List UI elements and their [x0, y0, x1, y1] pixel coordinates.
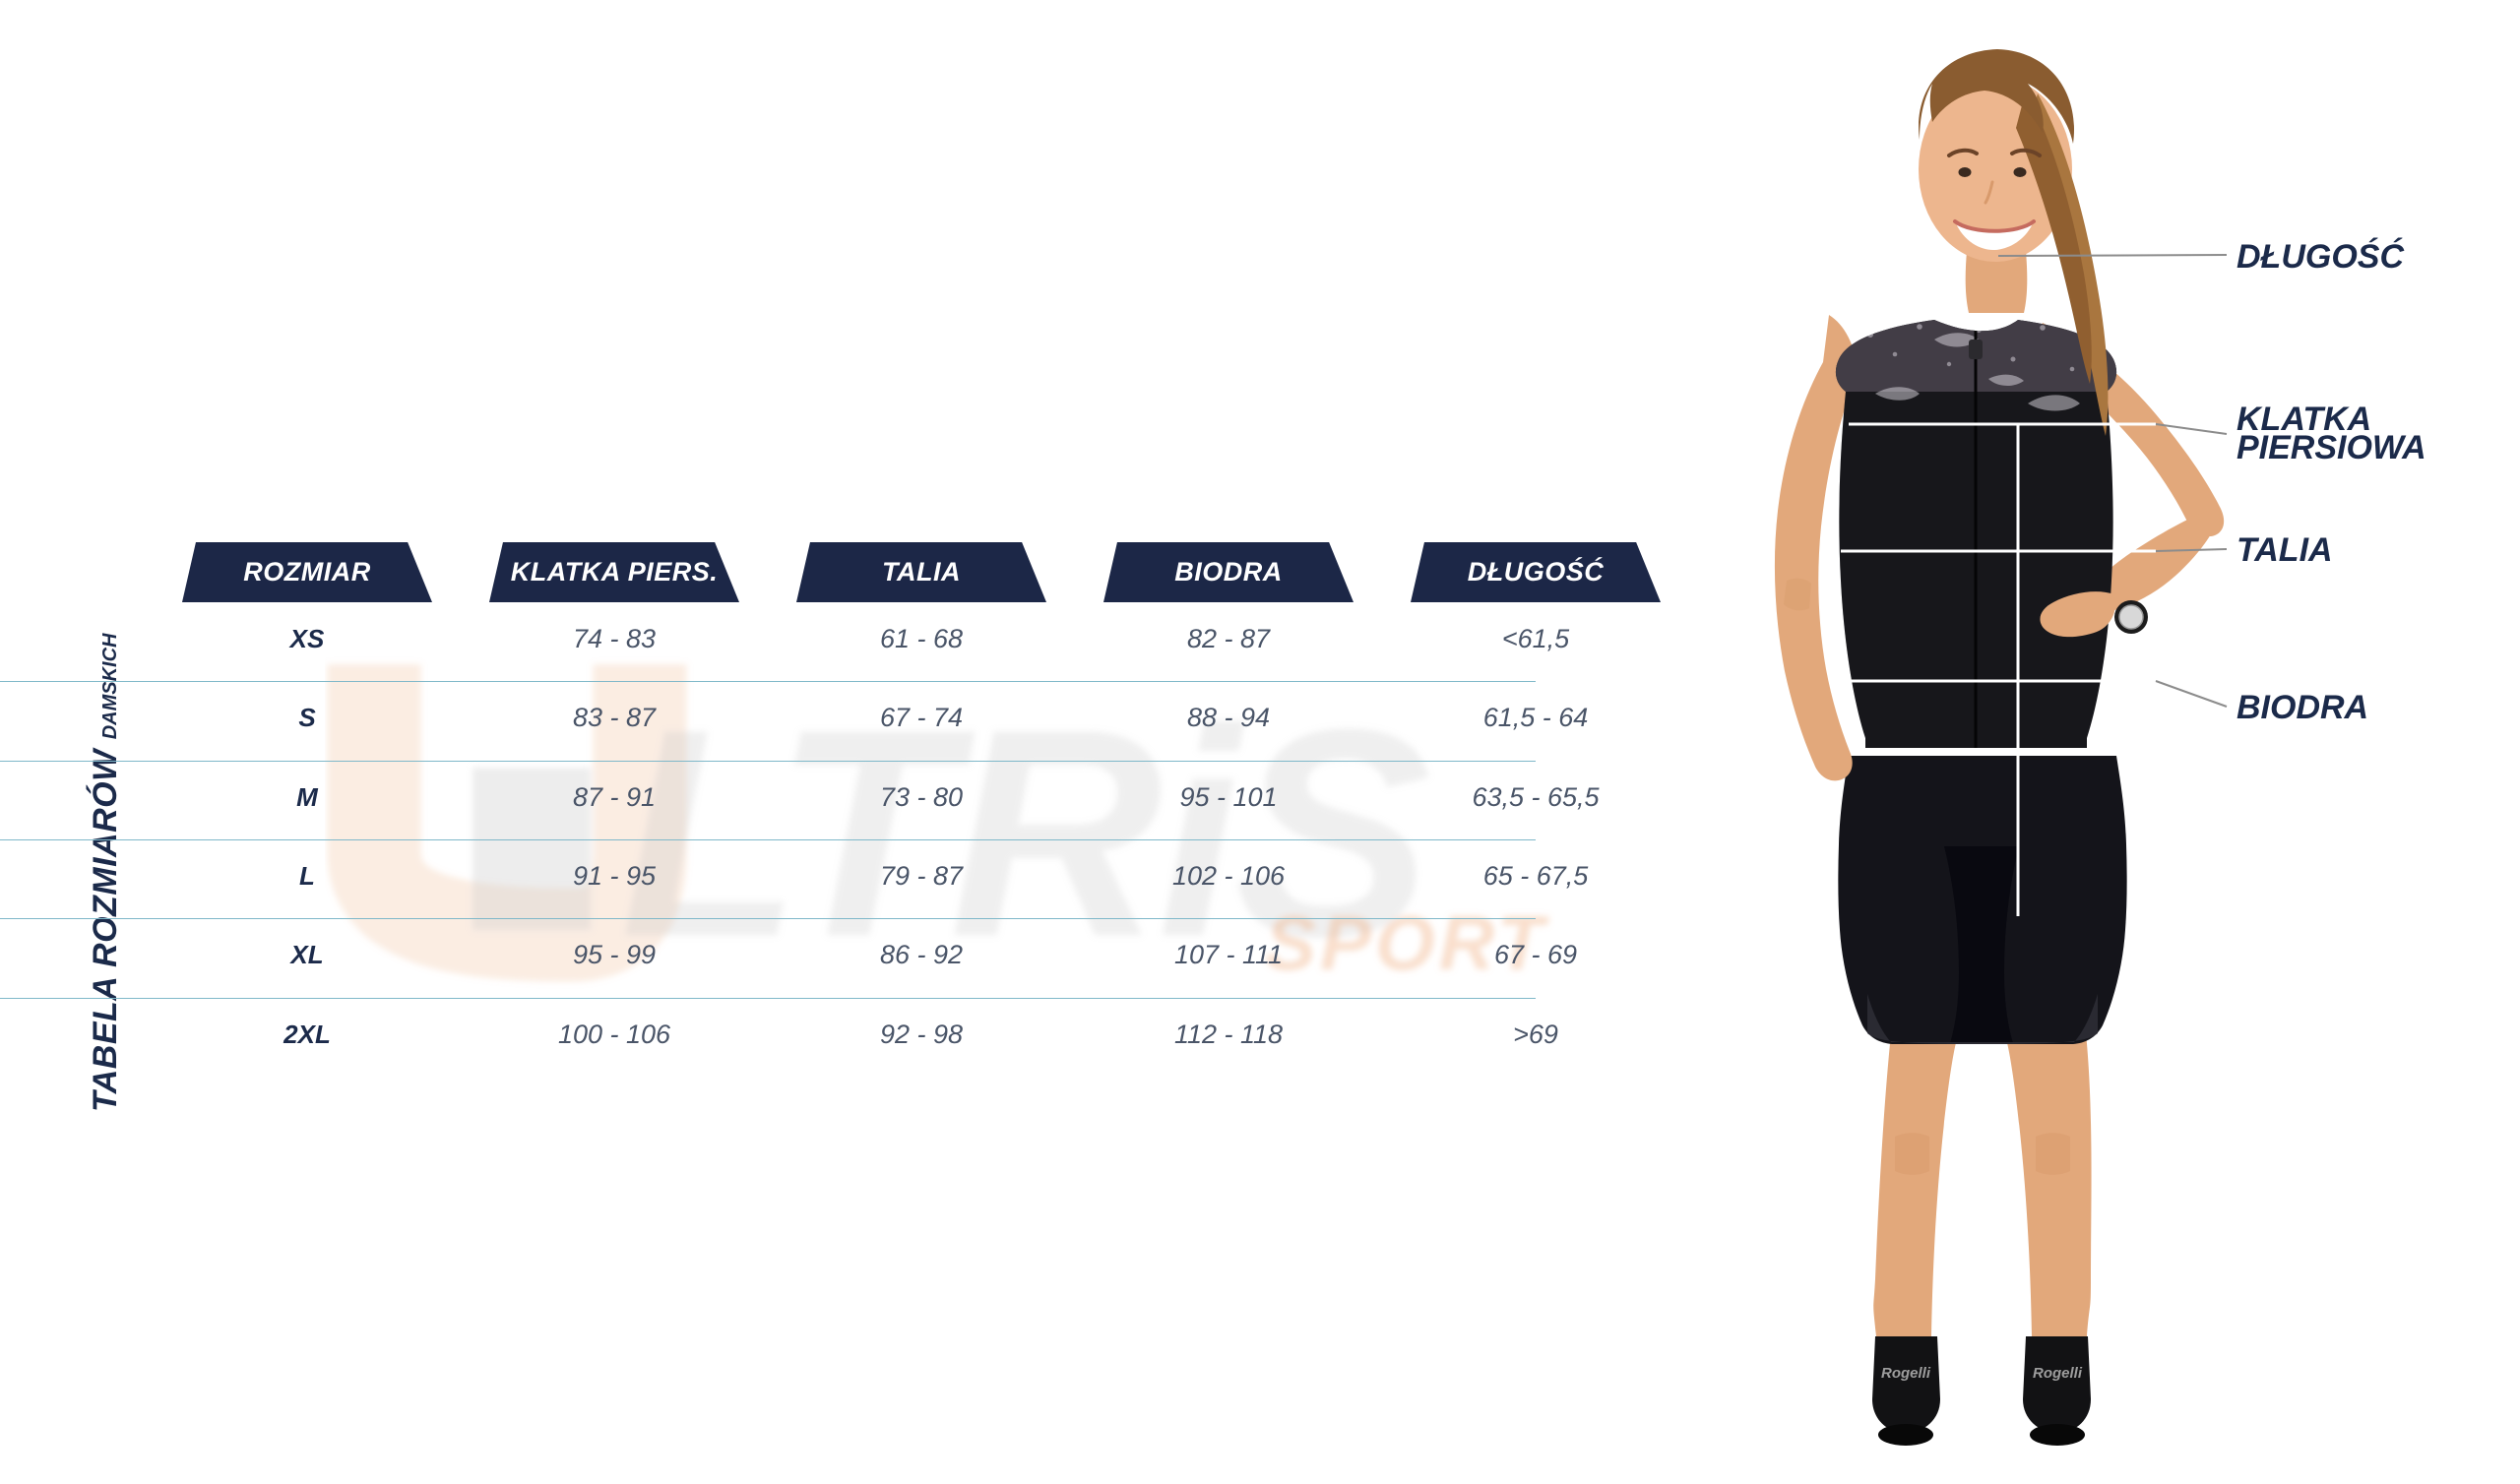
svg-text:BIODRA: BIODRA	[2236, 689, 2368, 726]
svg-text:DŁUGOŚĆ: DŁUGOŚĆ	[2236, 238, 2404, 276]
svg-text:PIERSIOWA: PIERSIOWA	[2236, 429, 2426, 466]
svg-text:Rogelli: Rogelli	[1881, 1365, 1931, 1382]
svg-text:Rogelli: Rogelli	[2033, 1365, 2083, 1382]
svg-text:TALIA: TALIA	[2236, 531, 2333, 569]
